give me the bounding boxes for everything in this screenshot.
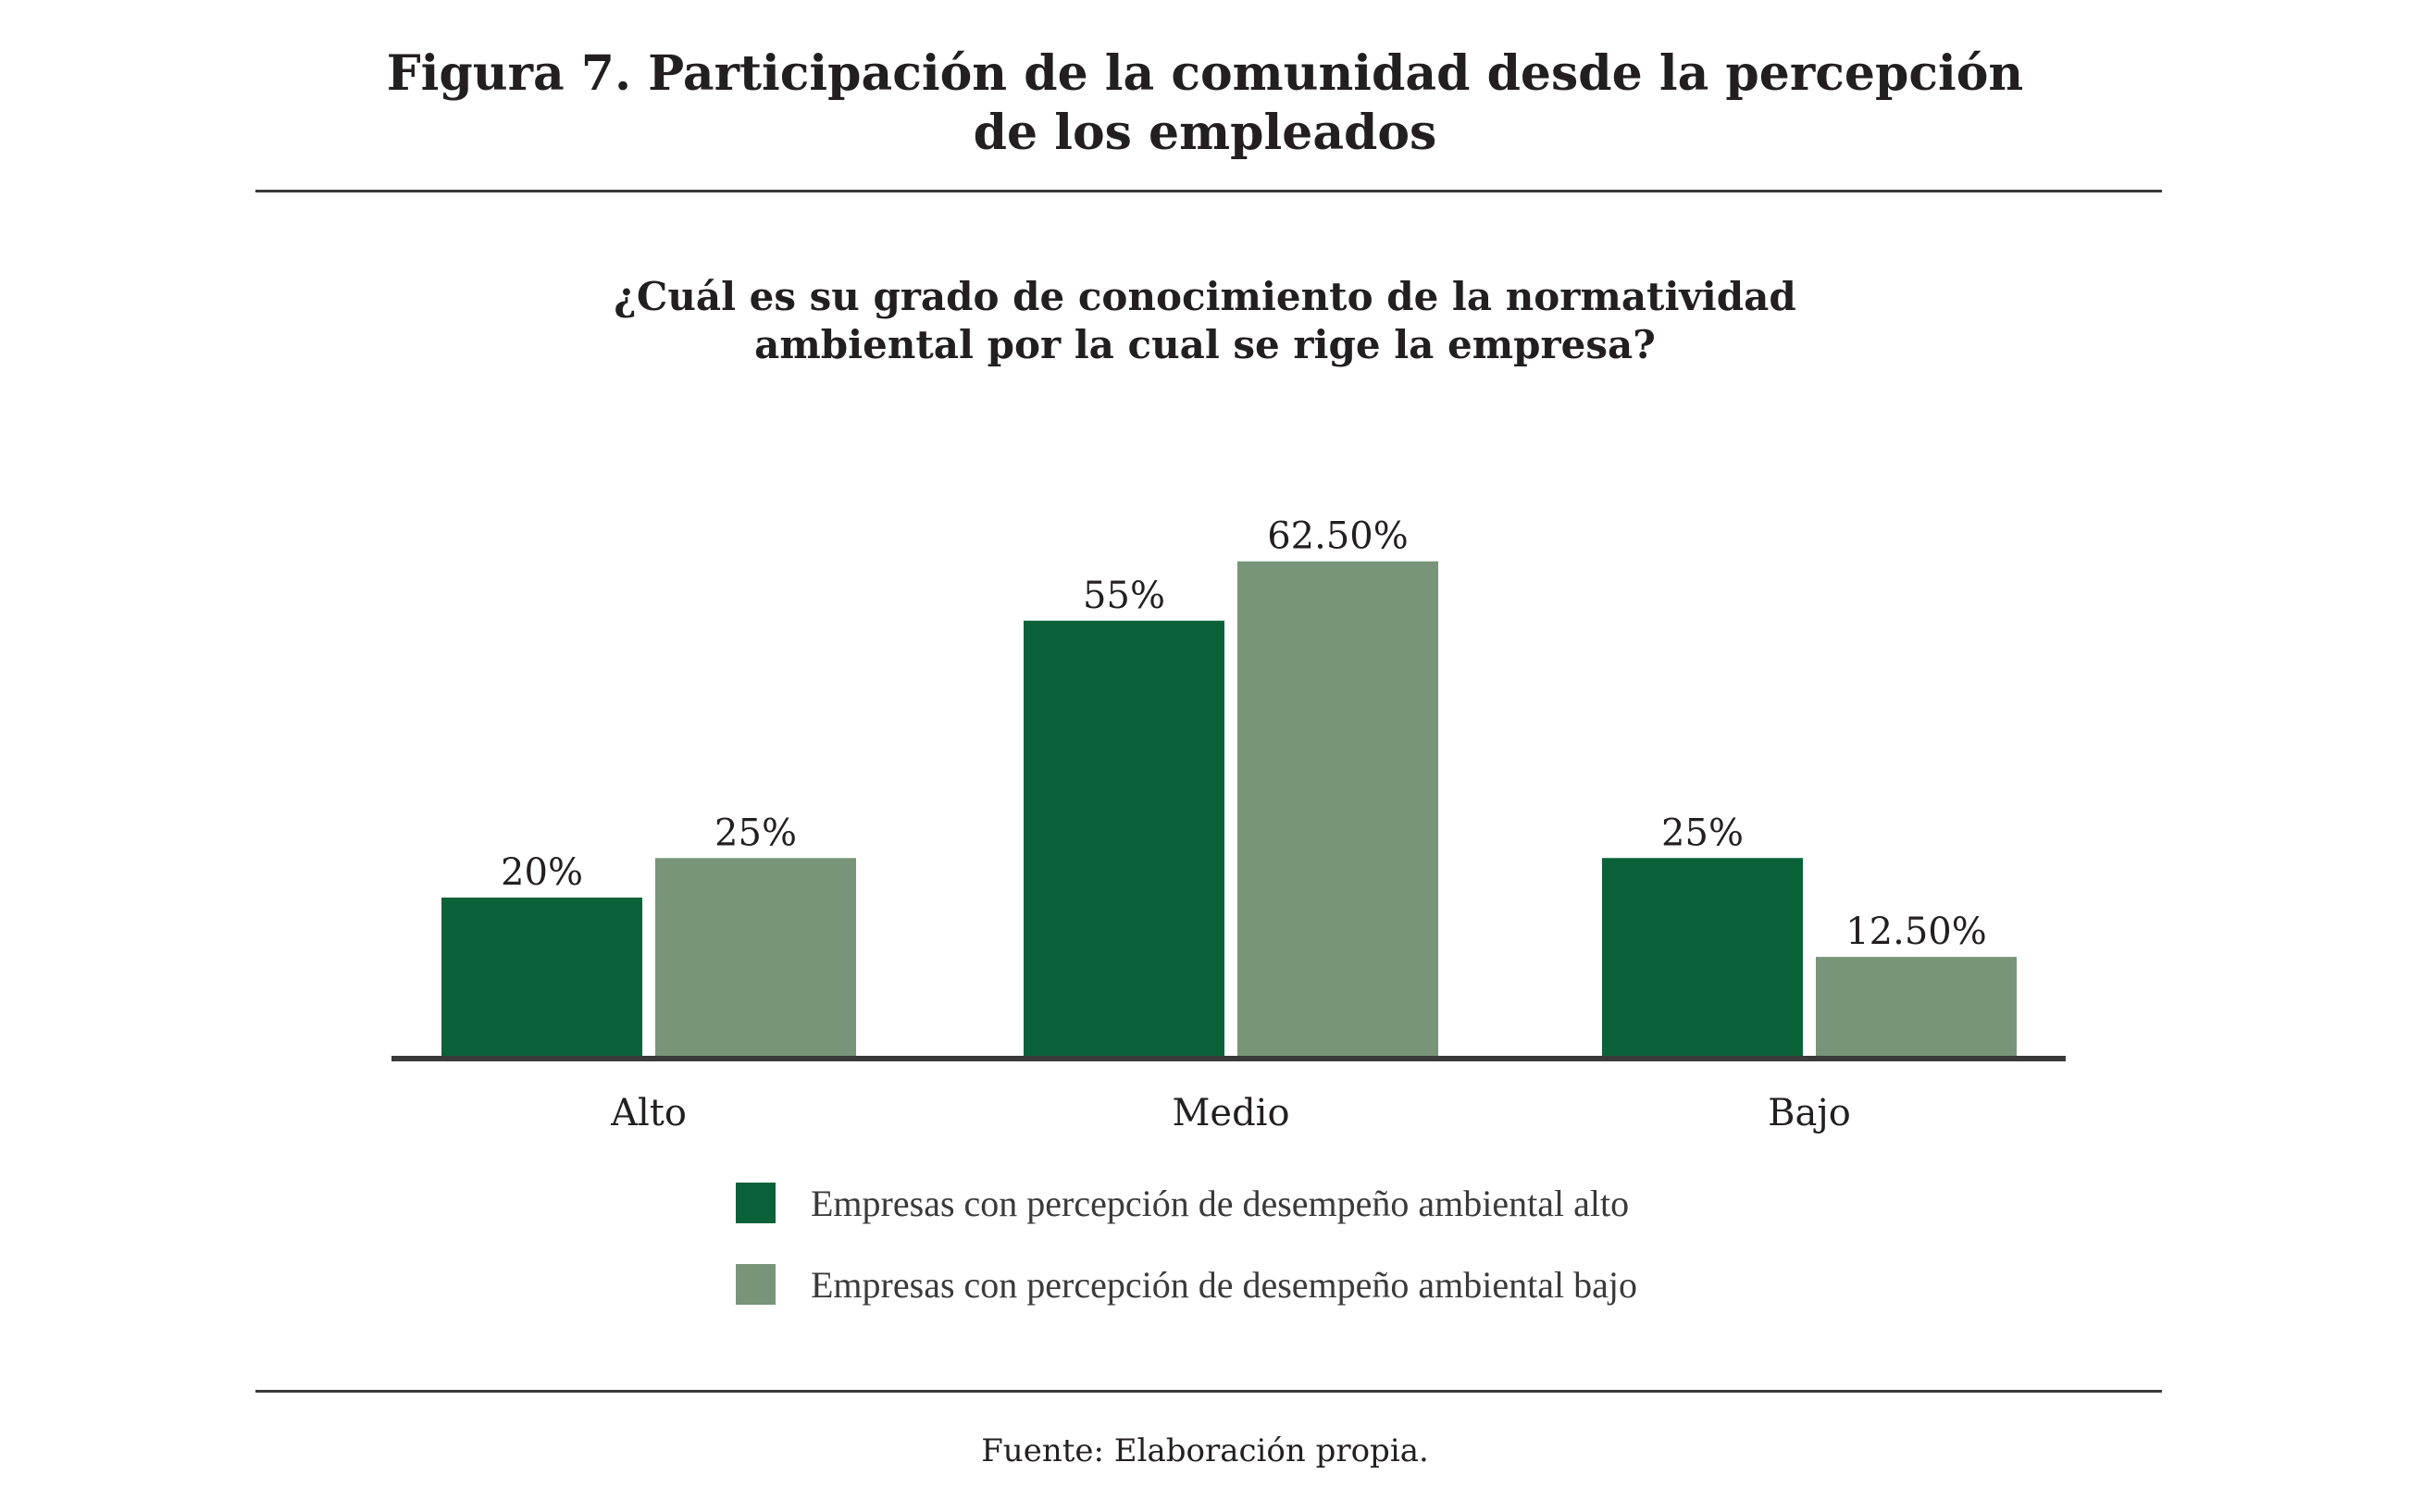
x-axis-line bbox=[391, 1056, 2066, 1061]
legend-label-alto: Empresas con percepción de desempeño amb… bbox=[811, 1182, 1630, 1224]
data-label-medio-series-2: 62.50% bbox=[1267, 515, 1409, 558]
legend-label-bajo: Empresas con percepción de desempeño amb… bbox=[811, 1263, 1637, 1306]
data-label-bajo-series-1: 25% bbox=[1661, 812, 1744, 854]
bar-alto-series-2 bbox=[655, 858, 856, 1056]
chart-title-line-1: ¿Cuál es su grado de conocimiento de la … bbox=[614, 274, 1796, 319]
chart-title-line-2: ambiental por la cual se rige la empresa… bbox=[754, 322, 1656, 367]
bar-medio-series-1 bbox=[1024, 620, 1224, 1056]
legend-swatch-bajo bbox=[736, 1264, 776, 1305]
data-label-alto-series-2: 25% bbox=[714, 812, 797, 854]
data-label-medio-series-1: 55% bbox=[1083, 575, 1165, 617]
bar-medio-series-2 bbox=[1237, 561, 1438, 1056]
chart-title: ¿Cuál es su grado de conocimiento de la … bbox=[0, 273, 2410, 369]
figure-title-line-2: de los empleados bbox=[973, 105, 1437, 161]
figure-title: Figura 7. Participación de la comunidad … bbox=[0, 44, 2410, 163]
figure-title-line-1: Figura 7. Participación de la comunidad … bbox=[386, 45, 2024, 102]
legend-item-alto: Empresas con percepción de desempeño amb… bbox=[736, 1181, 1637, 1225]
data-label-alto-series-1: 20% bbox=[501, 851, 583, 894]
x-tick-label-bajo: Bajo bbox=[1768, 1092, 1851, 1134]
x-tick-label-alto: Alto bbox=[610, 1092, 687, 1134]
data-label-bajo-series-2: 12.50% bbox=[1845, 911, 1987, 953]
bar-bajo-series-2 bbox=[1816, 957, 2017, 1056]
legend-swatch-alto bbox=[736, 1183, 776, 1223]
legend-item-bajo: Empresas con percepción de desempeño amb… bbox=[736, 1262, 1637, 1307]
x-tick-label-medio: Medio bbox=[1172, 1092, 1289, 1134]
source-note: Fuente: Elaboración propia. bbox=[981, 1432, 1429, 1469]
bar-alto-series-1 bbox=[441, 898, 642, 1056]
bottom-divider bbox=[255, 1390, 2162, 1393]
legend: Empresas con percepción de desempeño amb… bbox=[736, 1181, 1637, 1344]
bar-bajo-series-1 bbox=[1602, 858, 1803, 1056]
top-divider bbox=[255, 190, 2162, 192]
